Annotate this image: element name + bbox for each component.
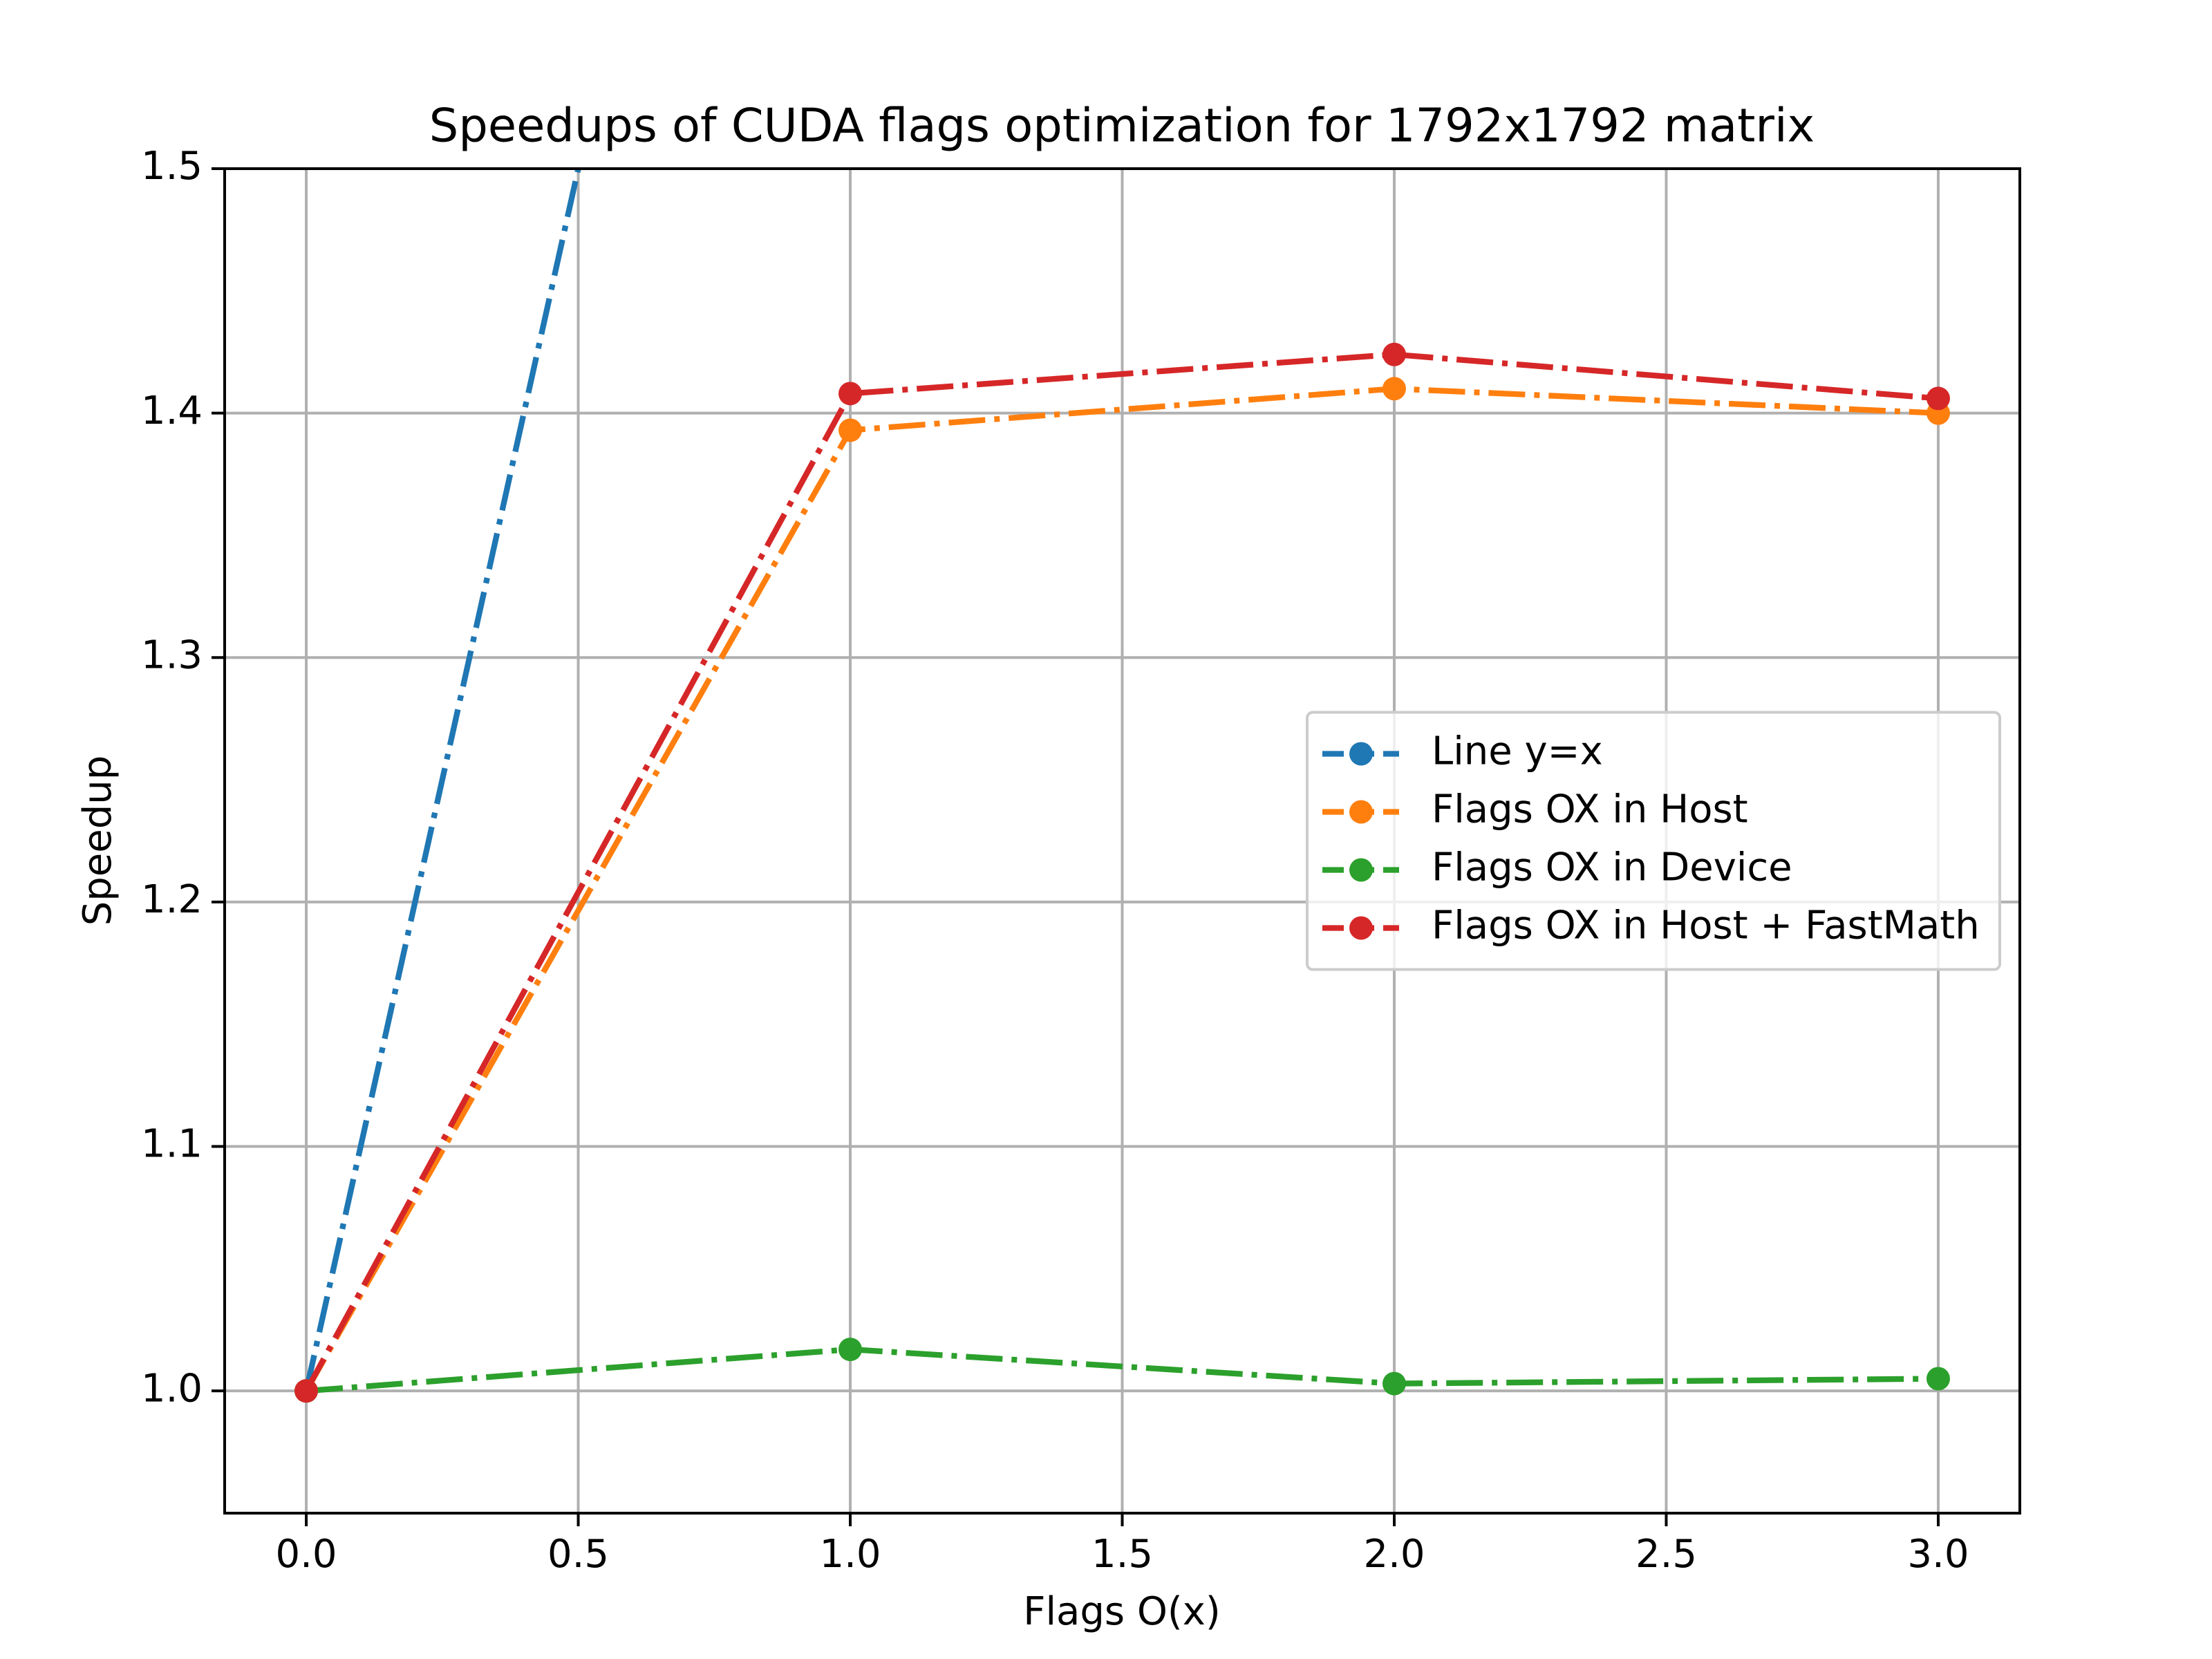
y-tick-label: 1.2 bbox=[141, 877, 203, 922]
point bbox=[838, 382, 863, 406]
point bbox=[1926, 1367, 1950, 1391]
legend-label: Flags OX in Device bbox=[1432, 845, 1792, 890]
axes-frame bbox=[223, 167, 2021, 1515]
x-tick-label: 2.5 bbox=[1635, 1532, 1697, 1577]
legend-box bbox=[1306, 711, 2001, 971]
legend-marker bbox=[1349, 916, 1373, 940]
point bbox=[1382, 1371, 1406, 1396]
x-tick-label: 1.0 bbox=[819, 1532, 881, 1577]
point bbox=[838, 1338, 863, 1362]
x-tick-label: 0.0 bbox=[276, 1532, 337, 1577]
series-line bbox=[303, 351, 1939, 1393]
legend-marker bbox=[1349, 858, 1373, 882]
y-tick-label: 1.1 bbox=[141, 1122, 203, 1167]
plot-area bbox=[294, 169, 1950, 1403]
x-axis-label: Flags O(x) bbox=[1023, 1589, 1221, 1634]
y-tick-label: 1.4 bbox=[141, 388, 203, 433]
chart-title: Speedups of CUDA flags optimization for … bbox=[429, 99, 1815, 153]
y-tick-label: 1.0 bbox=[141, 1366, 203, 1411]
legend-label: Flags OX in Host bbox=[1432, 787, 1748, 832]
series-line bbox=[303, 386, 1939, 1393]
point bbox=[838, 418, 863, 442]
legend-marker bbox=[1349, 742, 1373, 766]
x-tick-label: 3.0 bbox=[1907, 1532, 1969, 1577]
point bbox=[1382, 377, 1406, 401]
legend: Line y=x Flags OX in Host Flags OX in Devi… bbox=[1306, 711, 2001, 971]
point bbox=[1382, 342, 1406, 366]
y-tick-label: 1.3 bbox=[141, 632, 203, 677]
x-tick-label: 0.5 bbox=[547, 1532, 609, 1577]
y-tick-label: 1.5 bbox=[141, 144, 203, 189]
point bbox=[294, 1379, 319, 1403]
legend-label: Flags OX in Host + FastMath bbox=[1432, 903, 1980, 948]
series-line bbox=[306, 1346, 1938, 1394]
point bbox=[1926, 386, 1950, 411]
legend-label: Line y=x bbox=[1432, 729, 1603, 774]
y-axis-label: Speedup bbox=[75, 756, 120, 926]
legend-marker bbox=[1349, 800, 1373, 824]
x-tick-label: 1.5 bbox=[1091, 1532, 1153, 1577]
x-tick-label: 2.0 bbox=[1363, 1532, 1425, 1577]
